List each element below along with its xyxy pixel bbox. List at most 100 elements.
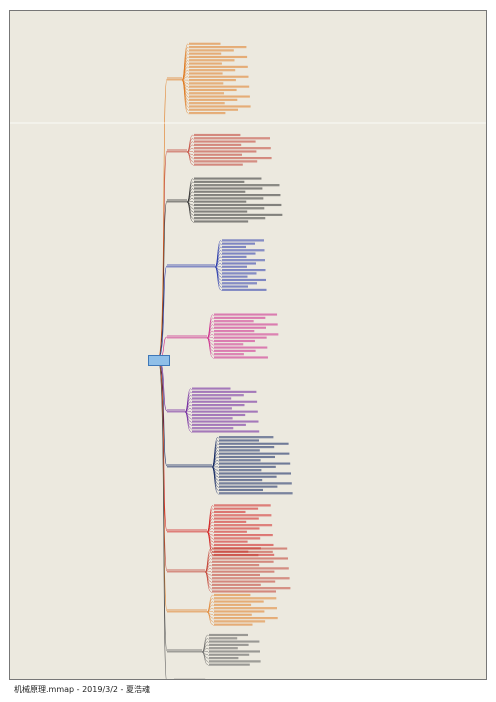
sub-topic-text[interactable] [214,603,252,606]
sub-topic-text[interactable] [214,540,248,543]
sub-topic-text[interactable] [214,333,279,335]
branch-topic[interactable] [167,335,207,338]
sub-topic-text[interactable] [214,353,244,355]
sub-topic-text[interactable] [189,112,226,114]
sub-topic-text[interactable] [189,95,250,98]
sub-topic-text[interactable] [222,265,247,268]
sub-topic-text[interactable] [219,462,291,465]
sub-topic-text[interactable] [174,678,206,680]
sub-topic-text[interactable] [219,455,275,458]
sub-topic-text[interactable] [189,42,221,45]
branch-topic[interactable] [167,77,182,80]
sub-topic-text[interactable] [219,472,291,474]
branch-topic[interactable] [167,464,212,467]
sub-topic-text[interactable] [214,313,278,316]
sub-topic-text[interactable] [192,413,246,416]
sub-topic-text[interactable] [214,323,278,325]
sub-topic-text[interactable] [189,75,249,78]
sub-topic-text[interactable] [222,282,257,284]
sub-topic-text[interactable] [192,427,234,429]
sub-topic-text[interactable] [194,194,281,196]
sub-topic-text[interactable] [214,343,244,345]
sub-topic-text[interactable] [222,262,256,264]
sub-topic-text[interactable] [192,390,257,393]
sub-topic-text[interactable] [212,587,291,589]
sub-topic-text[interactable] [222,245,246,248]
sub-topic-text[interactable] [189,55,248,58]
sub-topic-text[interactable] [212,570,275,573]
sub-topic-text[interactable] [189,88,237,91]
sub-topic-text[interactable] [189,92,224,94]
sub-topic-text[interactable] [219,439,259,441]
sub-topic-text[interactable] [192,407,232,409]
sub-topic-text[interactable] [214,330,255,332]
sub-topic-text[interactable] [192,397,232,399]
branch-topic[interactable] [167,264,215,267]
sub-topic-text[interactable] [214,510,246,513]
sub-topic-text[interactable] [212,567,289,569]
sub-topic-text[interactable] [219,492,293,494]
sub-topic-text[interactable] [214,600,264,603]
sub-topic-text[interactable] [209,647,238,649]
central-topic[interactable] [148,355,170,366]
sub-topic-text[interactable] [212,590,276,592]
sub-topic-text[interactable] [219,482,292,484]
sub-topic-text[interactable] [212,550,273,553]
sub-topic-text[interactable] [214,607,277,609]
sub-topic-text[interactable] [222,288,267,291]
sub-topic-text[interactable] [194,220,249,222]
sub-topic-text[interactable] [212,583,261,586]
sub-topic-text[interactable] [219,485,278,488]
sub-topic-text[interactable] [194,217,266,219]
sub-topic-text[interactable] [212,547,288,550]
sub-topic-text[interactable] [194,160,258,162]
sub-topic-text[interactable] [192,430,260,432]
sub-topic-text[interactable] [192,410,258,413]
sub-topic-text[interactable] [219,449,260,451]
sub-topic-text[interactable] [192,417,233,419]
sub-topic-text[interactable] [214,610,265,612]
sub-topic-text[interactable] [194,207,265,209]
sub-topic-text[interactable] [214,620,266,622]
sub-topic-text[interactable] [222,272,257,274]
sub-topic-text[interactable] [194,137,270,139]
sub-topic-text[interactable] [214,320,254,322]
sub-topic-text[interactable] [214,316,266,319]
sub-topic-text[interactable] [222,259,265,261]
sub-topic-text[interactable] [189,49,234,51]
sub-topic-text[interactable] [189,79,236,81]
sub-topic-text[interactable] [194,153,242,156]
sub-topic-text[interactable] [212,557,288,559]
sub-topic-text[interactable] [194,213,283,216]
sub-topic-text[interactable] [222,269,266,271]
sub-topic-text[interactable] [192,404,245,406]
sub-topic-text[interactable] [194,187,263,189]
sub-topic-text[interactable] [194,163,243,166]
sub-topic-text[interactable] [194,147,271,149]
branch-topic[interactable] [167,609,207,612]
sub-topic-text[interactable] [214,504,271,506]
sub-topic-text[interactable] [209,650,260,652]
sub-topic-text[interactable] [189,62,222,65]
sub-topic-text[interactable] [194,133,241,136]
branch-topic[interactable] [167,649,202,652]
sub-topic-text[interactable] [212,554,259,556]
sub-topic-text[interactable] [214,517,259,520]
sub-topic-text[interactable] [194,150,257,152]
sub-topic-text[interactable] [219,469,262,471]
sub-topic-text[interactable] [214,593,251,596]
sub-topic-text[interactable] [212,577,290,579]
sub-topic-text[interactable] [189,98,238,101]
sub-topic-text[interactable] [219,459,261,461]
sub-topic-text[interactable] [214,346,268,349]
sub-topic-text[interactable] [194,200,247,203]
sub-topic-text[interactable] [214,534,273,536]
sub-topic-text[interactable] [222,242,255,245]
sub-topic-text[interactable] [192,394,244,396]
branch-topic[interactable] [167,569,205,572]
sub-topic-text[interactable] [214,507,259,510]
sub-topic-text[interactable] [209,657,239,659]
branch-topic[interactable] [167,149,187,152]
sub-topic-text[interactable] [192,423,246,426]
sub-topic-text[interactable] [222,275,248,278]
